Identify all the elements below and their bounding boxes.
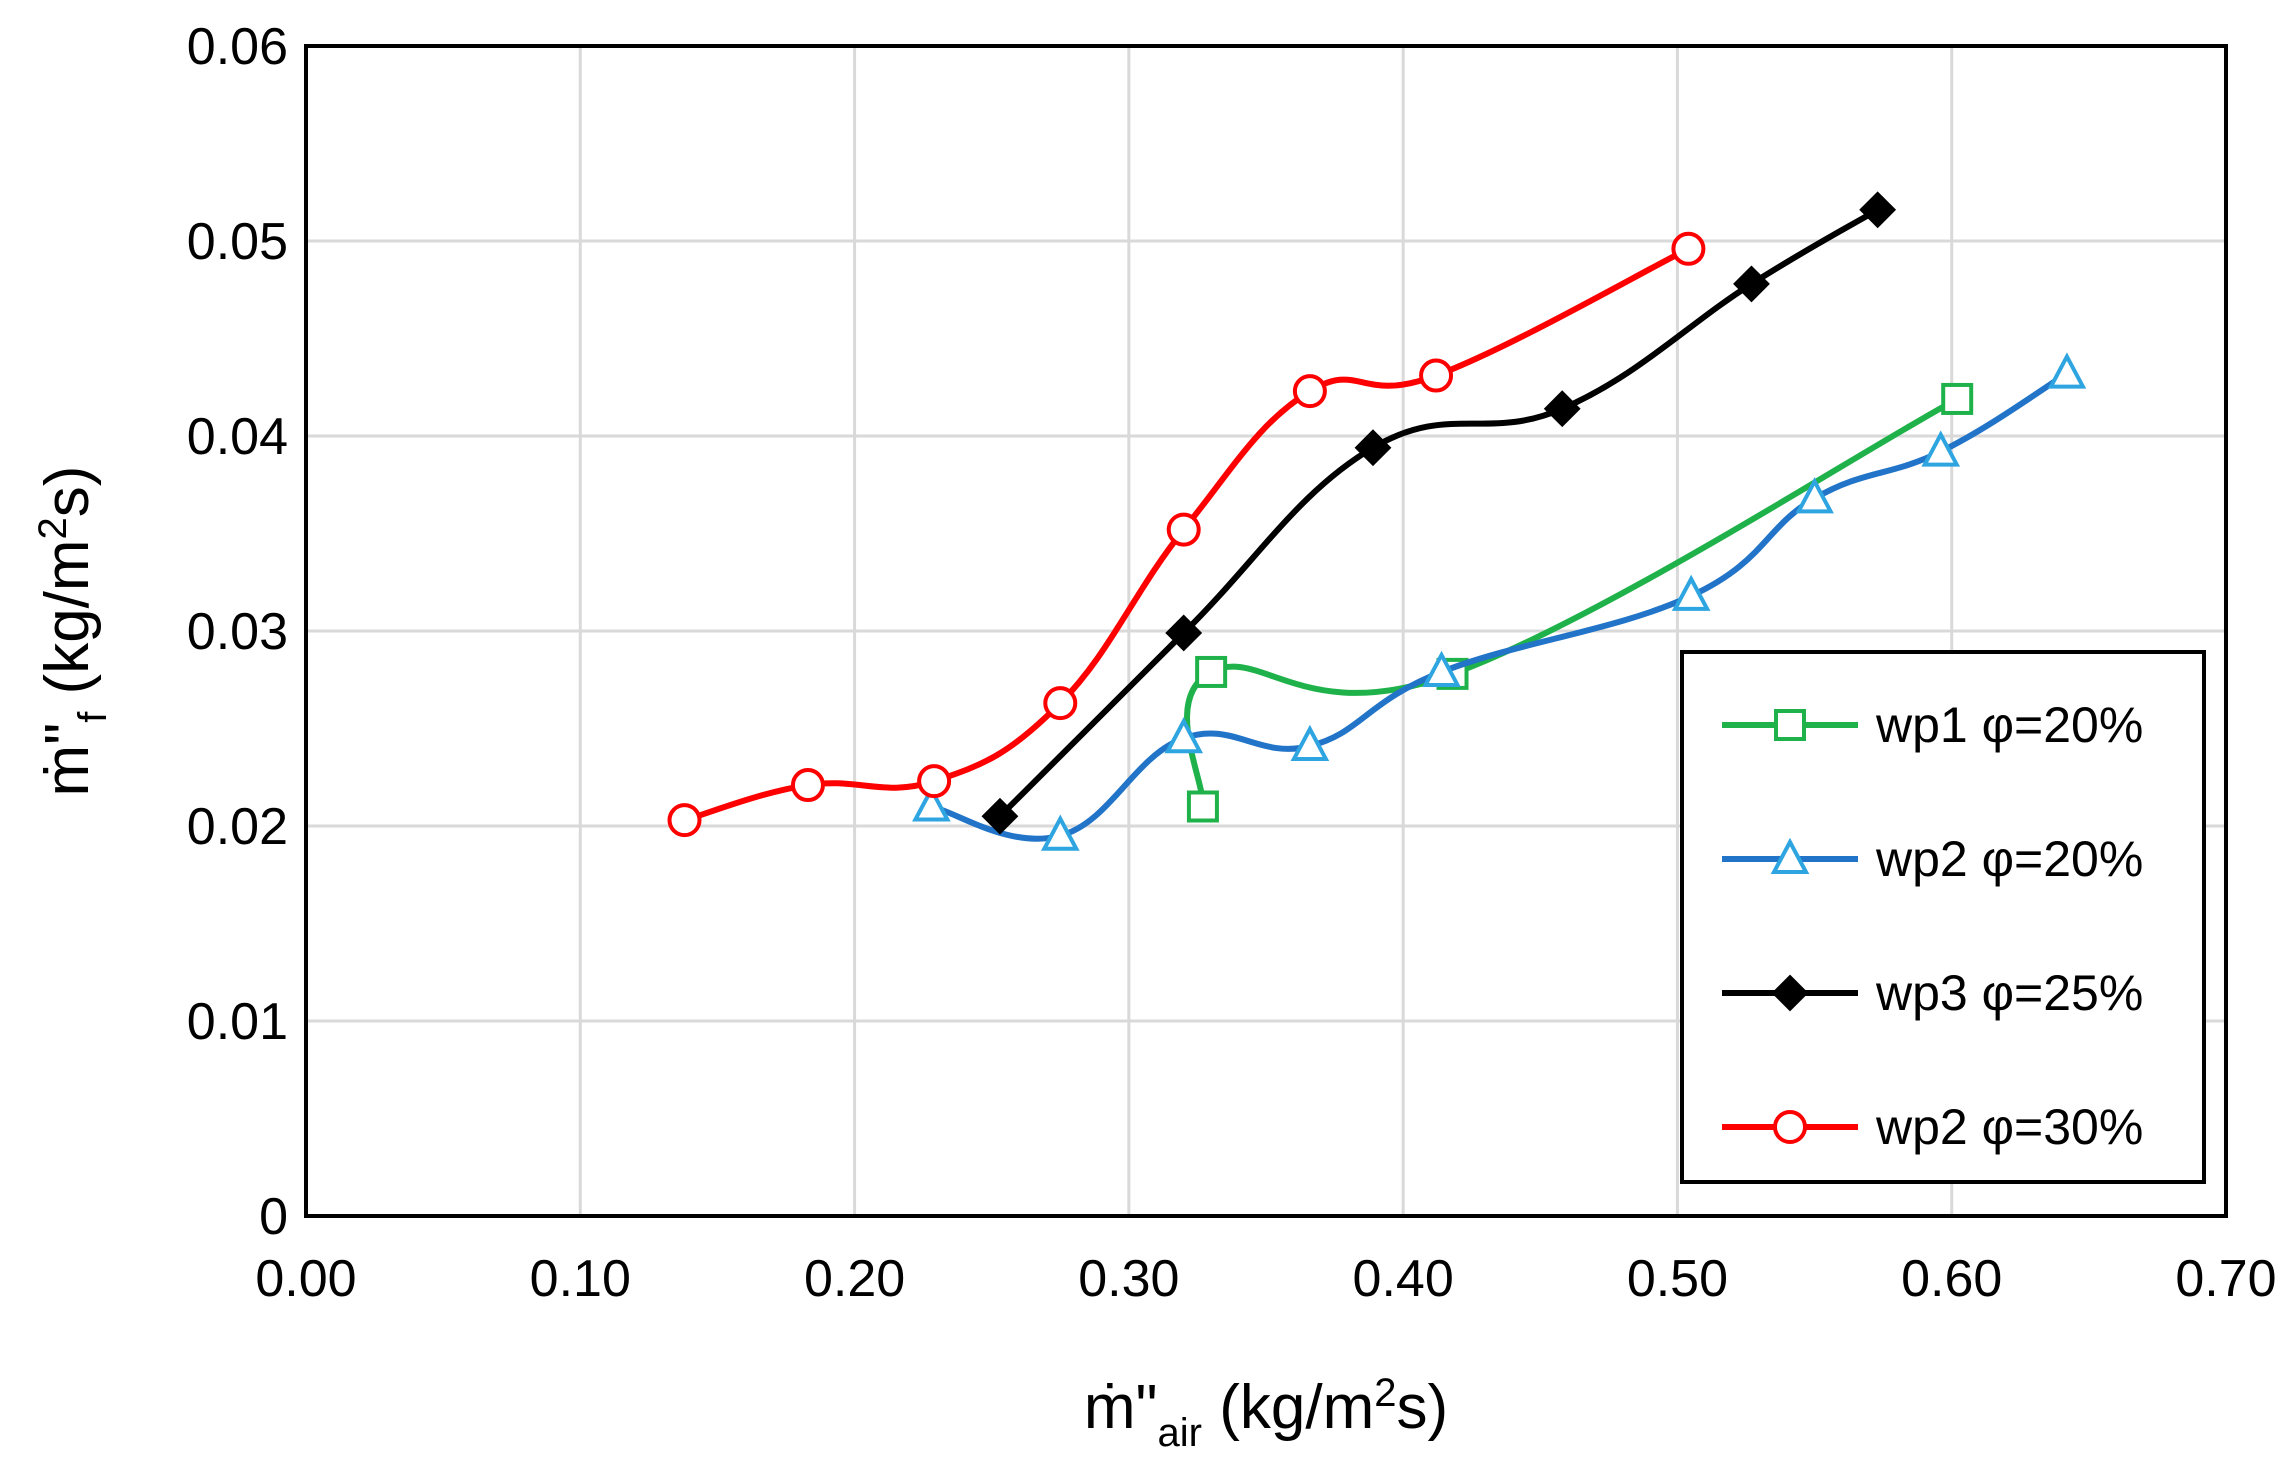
data-point	[1043, 686, 1078, 721]
y-tick-label: 0.04	[187, 408, 288, 466]
y-axis-title-sup: 2	[31, 517, 75, 539]
x-tick-label: 0.00	[255, 1250, 356, 1308]
data-point	[1164, 717, 1204, 754]
data-point	[1292, 374, 1327, 409]
legend-item: wp1 φ=20%	[1722, 697, 2143, 753]
x-tick-label: 0.30	[1078, 1250, 1179, 1308]
legend-marker	[1773, 1110, 1807, 1144]
data-point	[1422, 650, 1461, 687]
data-point	[1165, 614, 1203, 652]
y-tick-label: 0	[259, 1188, 288, 1246]
x-tick-label: 0.50	[1627, 1250, 1728, 1308]
data-point	[912, 785, 951, 822]
x-axis-title-sub: air	[1158, 1411, 1202, 1455]
data-point	[981, 797, 1019, 835]
data-point	[1795, 477, 1834, 514]
series-4	[667, 231, 1706, 838]
data-point	[1290, 724, 1330, 762]
x-axis-tick-labels: 0.00 0.10 0.20 0.30 0.40 0.50 0.60 0.70	[255, 1250, 2276, 1308]
y-axis-tick-labels: 0 0.01 0.02 0.03 0.04 0.05 0.06	[187, 18, 288, 1246]
x-tick-label: 0.60	[1901, 1250, 2002, 1308]
data-point	[1040, 814, 1080, 851]
data-point	[1921, 430, 1961, 467]
data-point	[667, 803, 702, 838]
data-point	[1186, 790, 1219, 823]
data-point	[1671, 574, 1711, 611]
data-point	[1671, 231, 1706, 266]
series-group	[667, 191, 2087, 851]
legend-label: wp1 φ=20%	[1875, 697, 2143, 753]
legend-marker	[1770, 837, 1810, 874]
series-3	[981, 191, 1897, 835]
y-tick-label: 0.05	[187, 213, 288, 271]
legend-item: wp3 φ=25%	[1722, 965, 2143, 1021]
data-point	[1543, 390, 1581, 428]
legend-marker	[1771, 974, 1809, 1012]
y-axis-title-unit-end: s)	[33, 466, 102, 518]
legend-marker	[1774, 709, 1806, 741]
x-axis-title-main: ṁ"	[1084, 1373, 1158, 1442]
x-tick-label: 0.10	[530, 1250, 631, 1308]
data-point	[2047, 352, 2087, 389]
legend-label: wp3 φ=25%	[1875, 965, 2143, 1021]
series-line	[1184, 395, 1961, 810]
y-axis-title: ṁ"f (kg/m2s)	[31, 466, 115, 797]
data-point	[1419, 358, 1454, 393]
data-point	[790, 768, 825, 803]
x-tick-label: 0.40	[1353, 1250, 1454, 1308]
series-2	[912, 352, 2087, 851]
x-tick-label: 0.20	[804, 1250, 905, 1308]
data-point	[1354, 429, 1392, 467]
y-tick-label: 0.06	[187, 18, 288, 76]
y-tick-label: 0.03	[187, 603, 288, 661]
data-point	[1733, 265, 1770, 303]
legend-item: wp2 φ=20%	[1722, 831, 2143, 887]
legend-box	[1680, 650, 2206, 1184]
legend-label: wp2 φ=20%	[1875, 831, 2143, 887]
y-axis-title-main: ṁ"	[33, 723, 102, 797]
plot-area-frame	[304, 44, 2228, 1218]
x-tick-label: 0.70	[2175, 1250, 2276, 1308]
y-tick-label: 0.01	[187, 993, 288, 1051]
y-tick-label: 0.02	[187, 798, 288, 856]
data-point	[1195, 655, 1228, 688]
data-point	[917, 764, 952, 799]
x-axis-title-sup: 2	[1374, 1371, 1396, 1415]
data-point	[1859, 191, 1897, 229]
series-line	[928, 370, 2070, 842]
legend: wp1 φ=20% wp2 φ=20% wp3 φ=25% wp2 φ=30%	[1680, 650, 2206, 1184]
y-axis-title-sub: f	[71, 711, 115, 723]
x-axis-title-unit: (kg/m	[1202, 1373, 1374, 1442]
legend-label: wp2 φ=30%	[1875, 1099, 2143, 1155]
x-axis-title-unit-end: s)	[1396, 1373, 1448, 1442]
x-axis-title: ṁ"air (kg/m2s)	[1084, 1371, 1448, 1455]
data-point	[1166, 512, 1201, 547]
y-axis-title-unit: (kg/m	[33, 539, 102, 711]
data-point	[1941, 382, 1974, 415]
legend-item: wp2 φ=30%	[1722, 1099, 2143, 1155]
